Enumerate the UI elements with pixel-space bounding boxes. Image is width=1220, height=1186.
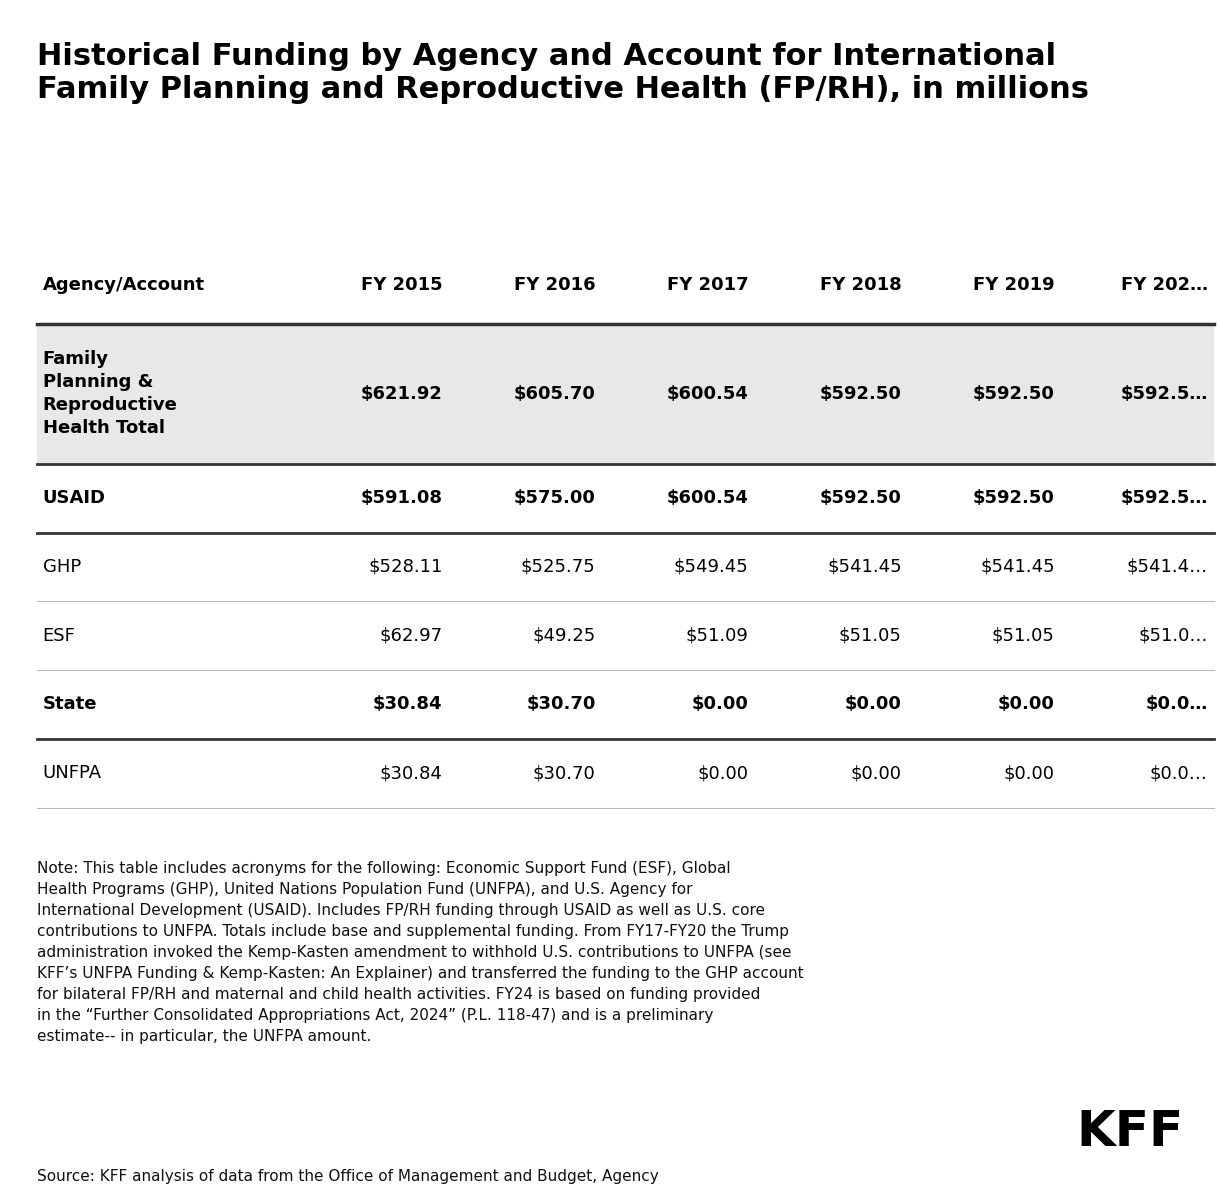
Text: $0.00: $0.00	[844, 695, 902, 714]
Text: $592.5…: $592.5…	[1120, 384, 1208, 403]
Text: $0.00: $0.00	[692, 695, 749, 714]
Text: $51.0…: $51.0…	[1138, 626, 1208, 645]
Text: $30.84: $30.84	[379, 764, 443, 783]
Text: $30.84: $30.84	[373, 695, 443, 714]
Text: FY 2019: FY 2019	[974, 276, 1055, 294]
Text: KFF: KFF	[1076, 1109, 1183, 1156]
Text: $541.45: $541.45	[827, 557, 902, 576]
Text: $605.70: $605.70	[514, 384, 595, 403]
Text: $575.00: $575.00	[514, 489, 595, 508]
Text: FY 2016: FY 2016	[514, 276, 595, 294]
Text: $49.25: $49.25	[532, 626, 595, 645]
Text: $0.0…: $0.0…	[1150, 764, 1208, 783]
Text: FY 202…: FY 202…	[1121, 276, 1208, 294]
Text: $592.5…: $592.5…	[1120, 489, 1208, 508]
Text: $0.00: $0.00	[698, 764, 749, 783]
Text: Note: This table includes acronyms for the following: Economic Support Fund (ESF: Note: This table includes acronyms for t…	[37, 861, 803, 1044]
Text: $62.97: $62.97	[379, 626, 443, 645]
Text: $592.50: $592.50	[820, 384, 902, 403]
Text: $549.45: $549.45	[673, 557, 749, 576]
Text: $541.4…: $541.4…	[1126, 557, 1208, 576]
Text: $51.05: $51.05	[839, 626, 902, 645]
Text: GHP: GHP	[43, 557, 81, 576]
Text: $591.08: $591.08	[361, 489, 443, 508]
Text: Source: KFF analysis of data from the Office of Management and Budget, Agency
Co: Source: KFF analysis of data from the Of…	[37, 1169, 712, 1186]
Text: $592.50: $592.50	[820, 489, 902, 508]
Text: FY 2015: FY 2015	[361, 276, 443, 294]
Text: Historical Funding by Agency and Account for International
Family Planning and R: Historical Funding by Agency and Account…	[37, 42, 1088, 104]
Text: $0.00: $0.00	[998, 695, 1055, 714]
Text: State: State	[43, 695, 98, 714]
Text: ESF: ESF	[43, 626, 76, 645]
Text: $0.00: $0.00	[850, 764, 902, 783]
Text: $30.70: $30.70	[533, 764, 595, 783]
Text: $528.11: $528.11	[368, 557, 443, 576]
Text: FY 2017: FY 2017	[667, 276, 749, 294]
Bar	[37, 324, 1214, 464]
Text: $0.00: $0.00	[1004, 764, 1055, 783]
Text: $525.75: $525.75	[521, 557, 595, 576]
Text: $51.09: $51.09	[686, 626, 749, 645]
Text: Agency/Account: Agency/Account	[43, 276, 205, 294]
Text: $592.50: $592.50	[972, 384, 1055, 403]
Text: $0.0…: $0.0…	[1146, 695, 1208, 714]
Text: $592.50: $592.50	[972, 489, 1055, 508]
Text: $621.92: $621.92	[361, 384, 443, 403]
Text: Family
Planning &
Reproductive
Health Total: Family Planning & Reproductive Health To…	[43, 350, 178, 438]
Text: $600.54: $600.54	[667, 384, 749, 403]
Text: $51.05: $51.05	[992, 626, 1055, 645]
Text: $30.70: $30.70	[526, 695, 595, 714]
Text: $541.45: $541.45	[980, 557, 1055, 576]
Text: FY 2018: FY 2018	[820, 276, 902, 294]
Text: $600.54: $600.54	[667, 489, 749, 508]
Text: UNFPA: UNFPA	[43, 764, 101, 783]
Text: USAID: USAID	[43, 489, 106, 508]
